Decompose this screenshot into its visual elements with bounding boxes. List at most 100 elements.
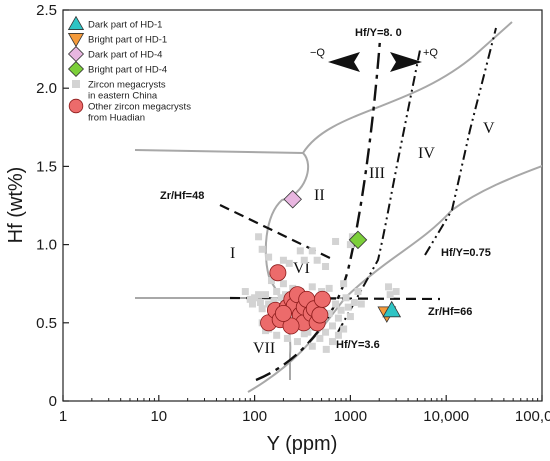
hf-y-3-6-line <box>337 49 421 333</box>
data-point <box>344 303 352 311</box>
data-point <box>354 288 362 296</box>
data-point <box>251 294 259 302</box>
y-tick-label: 2.5 <box>36 2 57 19</box>
q-arrows <box>328 52 422 72</box>
data-point <box>256 298 264 306</box>
data-point <box>258 305 266 313</box>
data-point <box>255 291 263 299</box>
legend-label: Bright part of HD-4 <box>88 65 167 76</box>
data-point <box>248 300 256 308</box>
data-point <box>300 330 308 338</box>
legend-marker <box>67 60 85 78</box>
legend-label: Dark part of HD-1 <box>88 20 162 31</box>
y-tick-label: 0 <box>49 393 57 410</box>
data-point <box>322 345 330 353</box>
data-point <box>269 264 287 282</box>
data-point <box>348 230 368 250</box>
y-tick-label: 1.5 <box>36 158 57 175</box>
data-point <box>285 259 293 267</box>
data-point <box>332 300 340 308</box>
data-point <box>313 290 331 308</box>
data-point <box>322 262 330 270</box>
x-tick-label: 1 <box>59 408 67 425</box>
x-tick-label: 100 <box>242 408 267 425</box>
field-labels: I II III IV V VI VII <box>230 120 495 357</box>
data-point <box>357 300 365 308</box>
annotation-minus-q: −Q <box>310 47 325 59</box>
data-point <box>346 241 354 249</box>
x-tick-label: 10 <box>150 408 167 425</box>
hf-y-0-75-line <box>424 27 497 256</box>
data-point <box>334 314 342 322</box>
data-point <box>255 233 263 241</box>
legend-marker <box>67 15 85 30</box>
legend-label: Zircon megacrysts in eastern China <box>88 80 166 102</box>
data-point <box>382 300 402 318</box>
annotation-hf-y-3-6: Hf/Y=3.6 <box>336 339 380 351</box>
data-point <box>392 288 400 296</box>
annotation-hf-y-0-75: Hf/Y=0.75 <box>441 247 491 259</box>
field-label-iv: IV <box>418 145 435 162</box>
field-label-i: I <box>230 245 235 262</box>
data-point <box>267 277 275 285</box>
y-tick-label: 2.0 <box>36 80 57 97</box>
field-label-v: V <box>483 120 495 137</box>
legend-label: Bright part of HD-1 <box>88 35 167 46</box>
x-axis-title: Y (ppm) <box>267 433 338 455</box>
data-point <box>325 309 333 317</box>
data-point <box>300 256 308 264</box>
data-point <box>265 253 273 261</box>
data-point <box>337 306 345 314</box>
data-point <box>270 297 278 305</box>
legend-marker <box>67 45 85 63</box>
data-point <box>342 294 350 302</box>
data-point <box>308 283 316 291</box>
x-tick-label: 1000 <box>334 408 367 425</box>
data-point <box>328 322 336 330</box>
field-label-vii: VII <box>253 340 275 357</box>
data-point <box>334 331 342 339</box>
data-point <box>386 291 394 299</box>
plot-frame <box>62 9 543 402</box>
field-label-vi: VI <box>293 260 310 277</box>
axis-ticks: 1 10 100 1000 10,000 100,000 0 0.5 1.0 1.5 2.0 2.5 <box>36 2 550 425</box>
hf-y-8-line <box>255 39 382 382</box>
data-point <box>279 280 287 288</box>
zr-hf-66-line <box>229 296 441 301</box>
field-label-iii: III <box>369 165 385 182</box>
legend-label: Other zircon megacrysts from Huadian <box>88 102 191 124</box>
data-point <box>265 300 273 308</box>
field-label-ii: II <box>314 187 325 204</box>
data-point <box>322 328 330 336</box>
y-tick-label: 1.0 <box>36 237 57 254</box>
legend-marker <box>72 80 80 88</box>
annotation-hf-y-8: Hf/Y=8. 0 <box>355 27 402 39</box>
line-annotations: Hf/Y=8. 0 Zr/Hf=48 Hf/Y=0.75 Zr/Hf=66 Hf… <box>160 27 491 351</box>
data-point <box>308 247 316 255</box>
legend-marker <box>67 33 85 48</box>
data-point <box>350 298 358 306</box>
data-point <box>279 256 287 264</box>
data-point <box>283 189 302 209</box>
data-point <box>325 284 333 292</box>
data-point <box>340 280 348 288</box>
minus-q-arrow <box>328 52 360 72</box>
data-point <box>296 247 304 255</box>
data-point <box>273 288 281 296</box>
data-point <box>311 306 329 324</box>
y-tick-label: 0.5 <box>36 315 57 332</box>
legend: Dark part of HD-1 Bright part of HD-1 Dark… <box>67 15 191 124</box>
annotation-zr-hf-66: Zr/Hf=66 <box>428 306 472 318</box>
boundary-lines <box>219 27 497 382</box>
data-point <box>283 334 291 342</box>
data-point <box>346 313 354 321</box>
data-point <box>246 295 254 303</box>
data-point <box>328 338 336 346</box>
annotation-plus-q: +Q <box>423 47 438 59</box>
data-point <box>313 256 321 264</box>
data-points <box>241 189 402 353</box>
plus-q-arrow <box>390 52 422 72</box>
data-point <box>332 237 340 245</box>
data-point <box>282 317 300 335</box>
